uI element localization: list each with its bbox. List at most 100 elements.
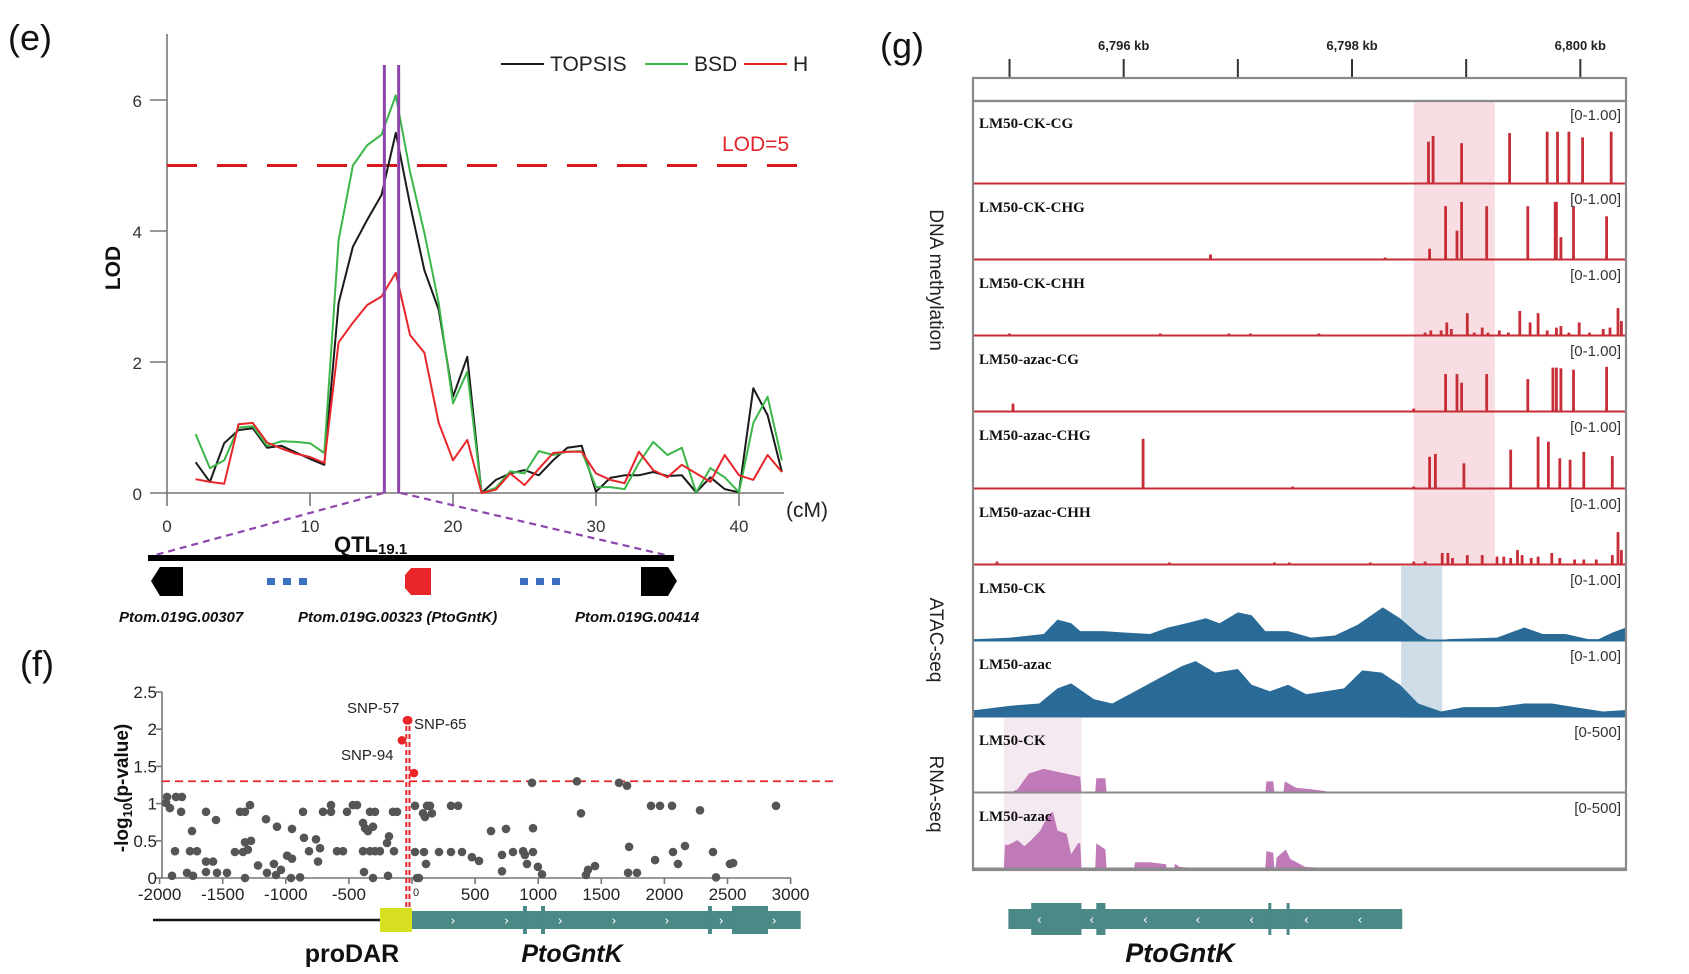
snp-point [771, 801, 781, 811]
qtl-subscript: 19.1 [378, 541, 407, 558]
strand-arrow-icon: › [664, 914, 669, 929]
methylation-bar [995, 561, 999, 565]
snp-point [311, 835, 321, 844]
snp-point [201, 867, 211, 877]
snp-label: SNP-57 [347, 700, 400, 717]
snp-point [211, 815, 221, 825]
f-gene-label: PtoGntK [521, 940, 624, 968]
f-ylabel-suffix: (p-value) [112, 724, 133, 803]
ellipsis-dot [283, 578, 291, 585]
gene-shape-00414 [641, 567, 677, 596]
methylation-bar [1434, 453, 1437, 489]
methylation-bar [1555, 201, 1558, 260]
f-y-tick-label: 0 [148, 869, 157, 888]
snp-point [272, 822, 282, 831]
f-x-tick-label: 1500 [582, 885, 620, 904]
strand-arrow-icon: ‹ [1089, 913, 1094, 928]
gene-exon-block [732, 906, 769, 934]
methylation-bar [1556, 131, 1559, 184]
methylation-bar [1605, 216, 1608, 260]
e-x-axis-unit: (cM) [786, 499, 828, 522]
snp-point [326, 807, 336, 817]
f-x-tick-label: 0 [413, 887, 419, 899]
group-label-rna-seq: RNA-seq [925, 755, 946, 832]
snp-point [287, 824, 297, 834]
snp-point [434, 847, 444, 857]
methylation-bar [1423, 561, 1427, 565]
snp-point [167, 871, 177, 881]
snp-point [728, 858, 738, 868]
methylation-bar [1558, 558, 1562, 565]
snp-point [655, 801, 665, 811]
methylation-bar [1536, 436, 1540, 489]
snp-point [368, 873, 378, 883]
snp-point [427, 809, 437, 818]
snp-point [572, 777, 582, 786]
snp-point [261, 814, 271, 824]
f-y-tick-label: 2.5 [133, 683, 157, 702]
snp-point [201, 857, 211, 866]
snp-point [667, 801, 677, 811]
snp-point [240, 807, 250, 817]
snp-point [414, 873, 424, 883]
f-x-tick-label: 1000 [519, 885, 557, 904]
track-label: LM50-azac [979, 657, 1052, 673]
track-label: LM50-CK-CHG [979, 200, 1085, 216]
track-range-label: [0-1.00] [1570, 191, 1621, 208]
f-ylabel-sub: 10 [120, 803, 135, 817]
methylation-bar [1567, 131, 1571, 184]
strand-arrow-icon: › [611, 914, 616, 929]
track-range-label: [0-1.00] [1570, 496, 1621, 513]
group-label-dna-methylation: DNA methylation [925, 209, 946, 351]
methylation-bar [1446, 553, 1450, 565]
snp-point [162, 792, 172, 802]
panel-e-label: (e) [8, 17, 52, 58]
snp-point [497, 850, 507, 860]
methylation-bar [1545, 330, 1549, 336]
snp-point [165, 803, 175, 813]
snp-point [375, 846, 385, 856]
snp-point [622, 781, 632, 790]
snp-point [352, 800, 362, 810]
e-x-tick-label: 20 [444, 517, 463, 536]
gene-label-00307: Ptom.019G.00307 [119, 609, 244, 626]
snp-point [286, 873, 296, 883]
methylation-bar [1609, 131, 1613, 184]
ellipsis-dot [299, 578, 307, 585]
f-y-tick-label: 0.5 [133, 832, 157, 851]
strand-arrow-icon: › [450, 914, 455, 929]
gene-shape-00307 [151, 567, 183, 596]
methylation-bar [1558, 458, 1562, 489]
lod-chart: 0 2 4 6 0 10 20 30 40 TOPSIS BSD H [133, 34, 816, 596]
track-label: LM50-azac [979, 809, 1052, 825]
snp-point [581, 870, 591, 880]
snp-point [262, 868, 272, 878]
methylation-bar [1581, 137, 1584, 184]
methylation-bar [1572, 369, 1575, 412]
series-line-h [195, 271, 783, 494]
snp-point [420, 812, 430, 822]
g-gene-label: PtoGntK [1125, 938, 1237, 968]
snp-point [192, 846, 202, 856]
snp-point [187, 826, 197, 836]
snp-point [537, 870, 547, 879]
methylation-bar [1594, 559, 1598, 565]
snp-point [632, 868, 642, 878]
methylation-bar [1412, 561, 1416, 565]
methylation-bar [1444, 374, 1447, 412]
methylation-bar [1480, 555, 1484, 565]
atac-seq-signal [973, 607, 1626, 641]
methylation-bar [1507, 332, 1510, 336]
snp-point [623, 868, 633, 878]
snp-point [318, 807, 328, 817]
snp-point [695, 806, 705, 815]
snp-point [528, 823, 538, 833]
snp-scatter: 0 0.5 1 1.5 2 2.5 -2000 -1500 -1000 -500 0 500 1000 1… [133, 683, 833, 934]
methylation-bar [1485, 206, 1489, 260]
methylation-bar [1536, 556, 1540, 565]
strand-arrow-icon: ‹ [1143, 913, 1148, 928]
legend-label-bsd: BSD [694, 53, 737, 76]
snp-point [522, 859, 532, 869]
promoter-label: proDAR [305, 940, 399, 968]
track-range-label: [0-500] [1574, 800, 1621, 817]
